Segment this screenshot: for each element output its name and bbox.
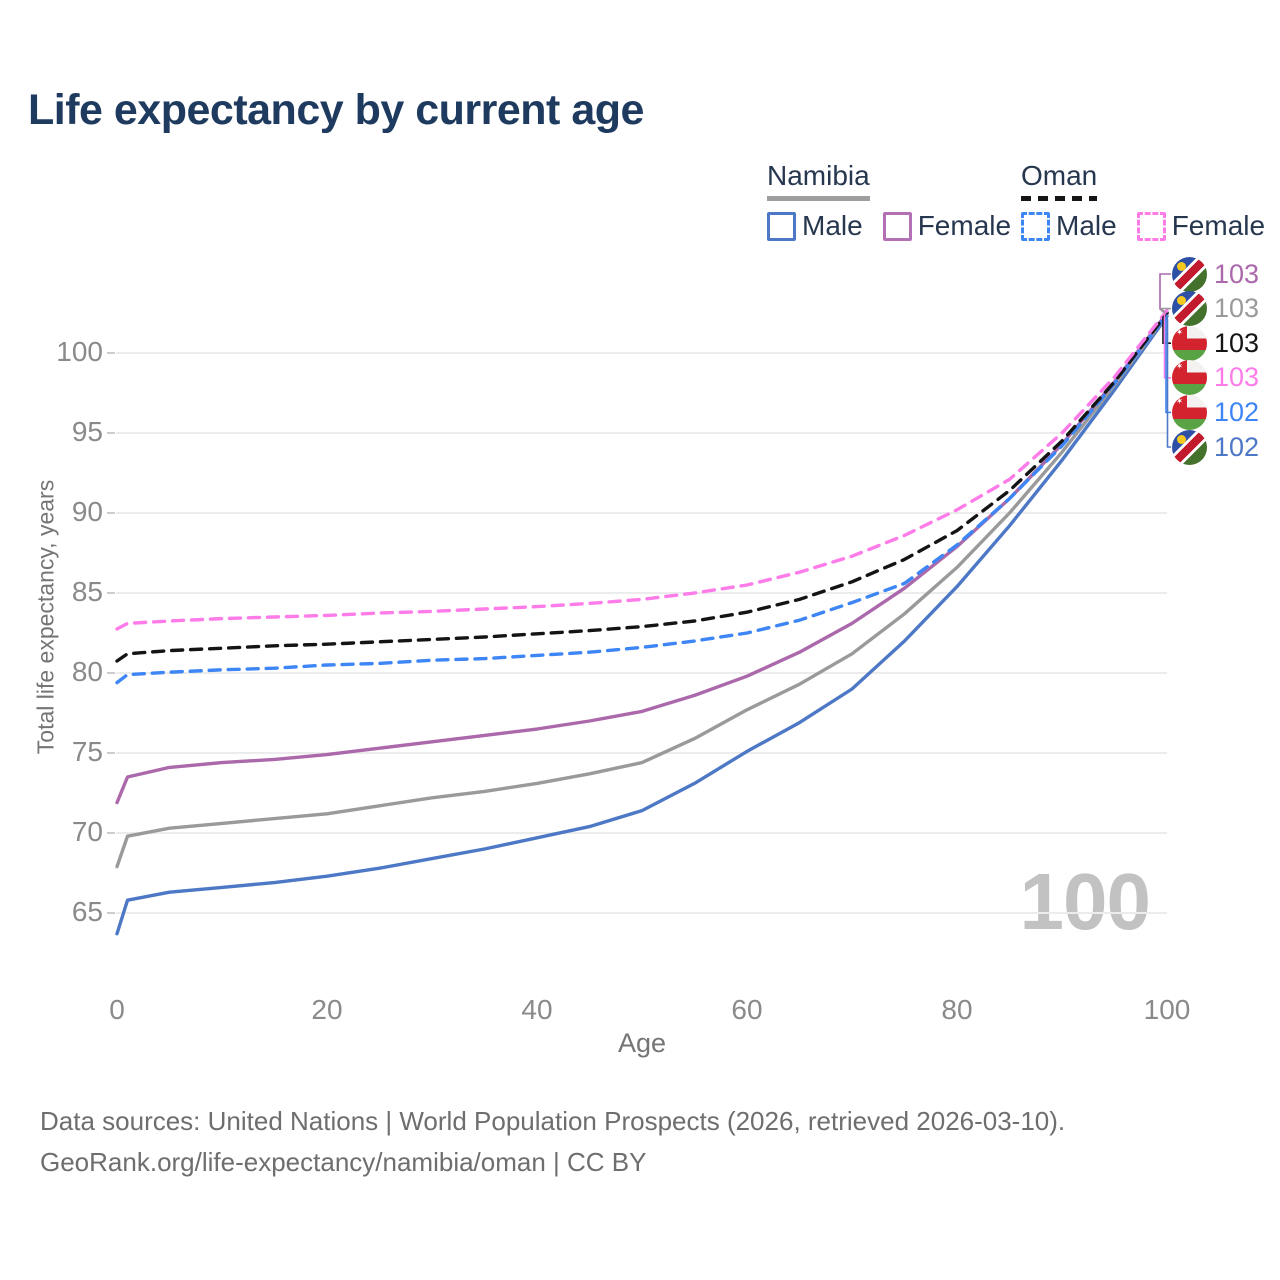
footer-data-sources: Data sources: United Nations | World Pop…: [40, 1106, 1066, 1136]
label-connector: [1166, 316, 1171, 448]
x-tick-label: 80: [941, 994, 973, 1025]
age-watermark: 100: [1019, 857, 1151, 946]
namibia-flag-icon: [1172, 429, 1207, 465]
series-line-oman-male: [115, 312, 1169, 685]
x-tick-label: 20: [311, 994, 343, 1025]
oman-male-swatch-icon: [1021, 211, 1050, 241]
legend-item-oman-female[interactable]: Female: [1136, 210, 1266, 242]
end-label-value: 103: [1214, 327, 1260, 358]
y-tick-label: 95: [71, 416, 103, 447]
oman-dashed-line-key: [1021, 196, 1097, 201]
legend-country-oman: Oman: [1021, 160, 1098, 191]
y-tick-label: 75: [71, 736, 103, 767]
oman-flag-icon: [1172, 360, 1207, 396]
khanjar-emblem-icon: [1172, 394, 1187, 408]
sun-icon: [1177, 261, 1186, 271]
series-line-namibia: [115, 312, 1169, 869]
series-line-oman: [115, 311, 1169, 663]
end-label-value: 102: [1214, 431, 1260, 462]
label-connector: [1159, 273, 1171, 314]
sun-icon: [1177, 296, 1186, 306]
end-label-row: 102: [1172, 394, 1259, 430]
page-title: Life expectancy by current age: [28, 86, 644, 134]
legend-label-namibia-male: Male: [802, 210, 863, 241]
legend-item-namibia-female[interactable]: Female: [882, 210, 1012, 242]
namibia-solid-line-key: [767, 196, 870, 201]
footer-attribution: GeoRank.org/life-expectancy/namibia/oman…: [40, 1147, 647, 1177]
y-tick-label: 80: [71, 656, 103, 687]
series-line-oman-female: [115, 308, 1169, 631]
end-label-row: 103: [1172, 256, 1259, 292]
y-tick-label: 70: [71, 816, 103, 847]
legend-group-oman: Oman Male Female: [1021, 160, 1265, 242]
legend-country-namibia: Namibia: [767, 160, 870, 191]
x-axis-title: Age: [617, 1028, 667, 1058]
namibia-female-swatch-icon: [882, 211, 912, 241]
khanjar-emblem-icon: [1172, 360, 1187, 374]
legend-group-namibia: Namibia Male Female: [767, 160, 1011, 242]
y-tick-label: 90: [71, 496, 103, 527]
end-label-row: 103: [1172, 360, 1259, 396]
oman-female-swatch-icon: [1136, 211, 1166, 241]
x-tick-label: 100: [1143, 994, 1191, 1025]
label-connector: [1160, 307, 1171, 316]
end-label-row: 103: [1172, 291, 1259, 327]
y-tick-label: 65: [71, 896, 103, 927]
x-tick-label: 0: [109, 994, 125, 1025]
khanjar-emblem-icon: [1172, 325, 1187, 339]
legend-item-namibia-male[interactable]: Male: [767, 210, 863, 242]
end-label-value: 103: [1214, 293, 1260, 324]
end-label-value: 103: [1214, 362, 1260, 393]
legend-label-oman-male: Male: [1056, 210, 1117, 241]
y-tick-label: 100: [56, 336, 103, 367]
legend-label-namibia-female: Female: [917, 210, 1012, 241]
legend-item-oman-male[interactable]: Male: [1021, 210, 1117, 242]
sun-icon: [1177, 434, 1186, 444]
y-tick-label: 85: [71, 576, 103, 607]
end-label-value: 102: [1214, 396, 1260, 427]
end-label-row: 102: [1172, 429, 1259, 465]
series-line-namibia-male: [115, 314, 1169, 936]
end-label-row: 103: [1172, 325, 1259, 361]
namibia-flag-icon: [1172, 256, 1207, 292]
series-line-namibia-female: [115, 311, 1169, 805]
x-tick-label: 40: [521, 994, 553, 1025]
x-tick-label: 60: [731, 994, 763, 1025]
namibia-male-swatch-icon: [767, 211, 796, 241]
namibia-flag-icon: [1172, 291, 1207, 327]
oman-flag-icon: [1172, 394, 1207, 430]
end-label-value: 103: [1214, 258, 1260, 289]
oman-flag-icon: [1172, 325, 1207, 361]
legend-label-oman-female: Female: [1171, 210, 1266, 241]
